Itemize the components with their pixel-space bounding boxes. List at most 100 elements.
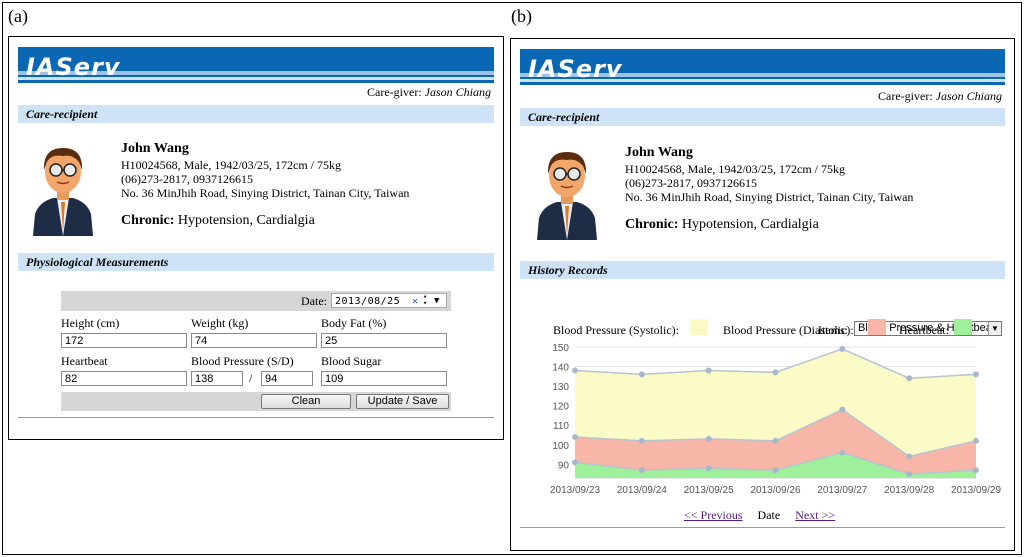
systolic-input[interactable]: 138: [191, 371, 243, 386]
weight-input[interactable]: 74: [191, 333, 317, 348]
patient-avatar: [33, 148, 93, 236]
bp-separator: /: [249, 371, 253, 385]
update-save-button[interactable]: Update / Save: [356, 394, 449, 409]
systolic-point: [638, 371, 645, 378]
app-banner: IAServ: [18, 47, 494, 83]
patient-info: John Wang H10024568, Male, 1942/03/25, 1…: [625, 146, 913, 232]
legend-systolic-swatch: [690, 319, 708, 335]
panel-measurement-entry: IAServ Care-giver: Jason Chiang Care-rec…: [8, 36, 504, 440]
section-physiological: Physiological Measurements: [18, 253, 494, 271]
date-field[interactable]: 2013/08/25 ✕ ▴ ▾ ▼: [331, 293, 447, 308]
caregiver-prefix: Care-giver:: [367, 85, 422, 99]
blood-sugar-input[interactable]: 109: [321, 371, 447, 386]
patient-id-line: H10024568, Male, 1942/03/25, 172cm / 75k…: [121, 158, 341, 172]
systolic-point: [839, 345, 846, 352]
next-link[interactable]: Next >>: [795, 508, 836, 522]
items-label: Items:: [818, 323, 848, 337]
caregiver-name: Jason Chiang: [424, 85, 491, 99]
x-tick-label: 2013/09/24: [617, 485, 667, 496]
patient-name: John Wang: [625, 145, 693, 160]
panel-label-a: (a): [8, 6, 28, 26]
caregiver-line: Care-giver: Jason Chiang: [367, 85, 491, 100]
diastolic-point: [906, 453, 913, 460]
patient-chronic: Chronic: Hypotension, Cardialgia: [625, 218, 913, 232]
weight-label: Weight (kg): [191, 316, 249, 330]
x-tick-label: 2013/09/28: [884, 485, 934, 496]
section-history: History Records: [520, 261, 1005, 279]
patient-avatar: [537, 152, 597, 240]
patient-address-line: No. 36 MinJhih Road, Sinying District, T…: [625, 190, 914, 204]
banner-stripe: [18, 77, 494, 80]
date-label: Date:: [301, 294, 327, 308]
history-chart: 90 100 110 120 130 140 150 2013/09/23 2013/09/24…: [550, 343, 1001, 496]
caregiver-line: Care-giver: Jason Chiang: [878, 89, 1002, 104]
chronic-value: Hypotension, Cardialgia: [681, 217, 819, 232]
heartbeat-point: [973, 467, 979, 474]
y-tick-label: 120: [552, 402, 569, 413]
heartbeat-point: [906, 471, 913, 478]
bodyfat-input[interactable]: 25: [321, 333, 447, 348]
height-input[interactable]: 172: [61, 333, 187, 348]
banner-stripe: [520, 79, 1005, 82]
date-spinner-icon[interactable]: ▴ ▾: [423, 292, 428, 307]
panel-history: IAServ Care-giver: Jason Chiang Care-rec…: [510, 38, 1015, 551]
chronic-label: Chronic:: [121, 213, 175, 228]
heartbeat-label: Heartbeat: [61, 354, 108, 368]
y-tick-label: 110: [553, 421, 569, 432]
x-tick-label: 2013/09/27: [817, 485, 867, 496]
height-label: Height (cm): [61, 316, 120, 330]
diastolic-input[interactable]: 94: [261, 371, 313, 386]
diastolic-point: [839, 406, 846, 413]
systolic-point: [572, 367, 578, 374]
patient-phone-line: (06)273-2817, 0937126615: [121, 172, 253, 186]
heartbeat-area: [575, 452, 976, 478]
diastolic-point: [705, 435, 712, 442]
y-tick-label: 100: [552, 441, 569, 452]
heartbeat-point: [772, 467, 779, 474]
x-tick-label: 2013/09/25: [684, 485, 734, 496]
y-tick-label: 130: [552, 382, 569, 393]
x-tick-label: 2013/09/29: [951, 485, 1001, 496]
y-tick-label: 150: [552, 343, 569, 354]
measurement-form: Date: 2013/08/25 ✕ ▴ ▾ ▼ Height (cm) Weig…: [61, 291, 451, 411]
heartbeat-point: [638, 467, 645, 474]
heartbeat-input[interactable]: 82: [61, 371, 187, 386]
chronic-value: Hypotension, Cardialgia: [177, 213, 315, 228]
banner-stripe: [520, 73, 1005, 77]
systolic-point: [705, 367, 712, 374]
caregiver-prefix: Care-giver:: [878, 89, 933, 103]
x-tick-label: 2013/09/26: [750, 485, 800, 496]
clear-date-icon[interactable]: ✕: [412, 296, 419, 307]
patient-info: John Wang H10024568, Male, 1942/03/25, 1…: [121, 142, 409, 228]
blood-sugar-label: Blood Sugar: [321, 354, 382, 368]
legend-diastolic-swatch: [868, 319, 886, 335]
app-logo[interactable]: IAServ: [26, 53, 121, 81]
patient-address-line: No. 36 MinJhih Road, Sinying District, T…: [121, 186, 410, 200]
patient-chronic: Chronic: Hypotension, Cardialgia: [121, 214, 409, 228]
pager-date-label: Date: [757, 508, 781, 522]
diastolic-point: [973, 437, 979, 444]
date-dropdown-icon[interactable]: ▼: [434, 296, 440, 306]
date-value: 2013/08/25: [335, 296, 401, 307]
section-care-recipient: Care-recipient: [18, 105, 494, 123]
legend-systolic: Blood Pressure (Systolic):: [553, 323, 679, 337]
section-care-recipient: Care-recipient: [520, 108, 1005, 126]
x-tick-label: 2013/09/23: [550, 485, 600, 496]
footer-divider: [520, 527, 1005, 528]
patient-phone-line: (06)273-2817, 0937126615: [625, 176, 757, 190]
caregiver-name: Jason Chiang: [935, 89, 1002, 103]
systolic-point: [906, 375, 913, 382]
diastolic-point: [638, 437, 645, 444]
bodyfat-label: Body Fat (%): [321, 316, 387, 330]
blood-pressure-label: Blood Pressure (S/D): [191, 354, 294, 368]
patient-name: John Wang: [121, 141, 189, 156]
chevron-down-icon[interactable]: ▼: [988, 322, 1001, 335]
form-footer-bar: [61, 392, 451, 411]
clean-button[interactable]: Clean: [261, 394, 351, 409]
previous-link[interactable]: << Previous: [684, 508, 743, 522]
legend-heartbeat-swatch: [954, 319, 972, 335]
legend-heartbeat: Heartbeat:: [899, 323, 949, 337]
patient-id-line: H10024568, Male, 1942/03/25, 172cm / 75k…: [625, 162, 845, 176]
app-logo[interactable]: IAServ: [528, 55, 623, 83]
